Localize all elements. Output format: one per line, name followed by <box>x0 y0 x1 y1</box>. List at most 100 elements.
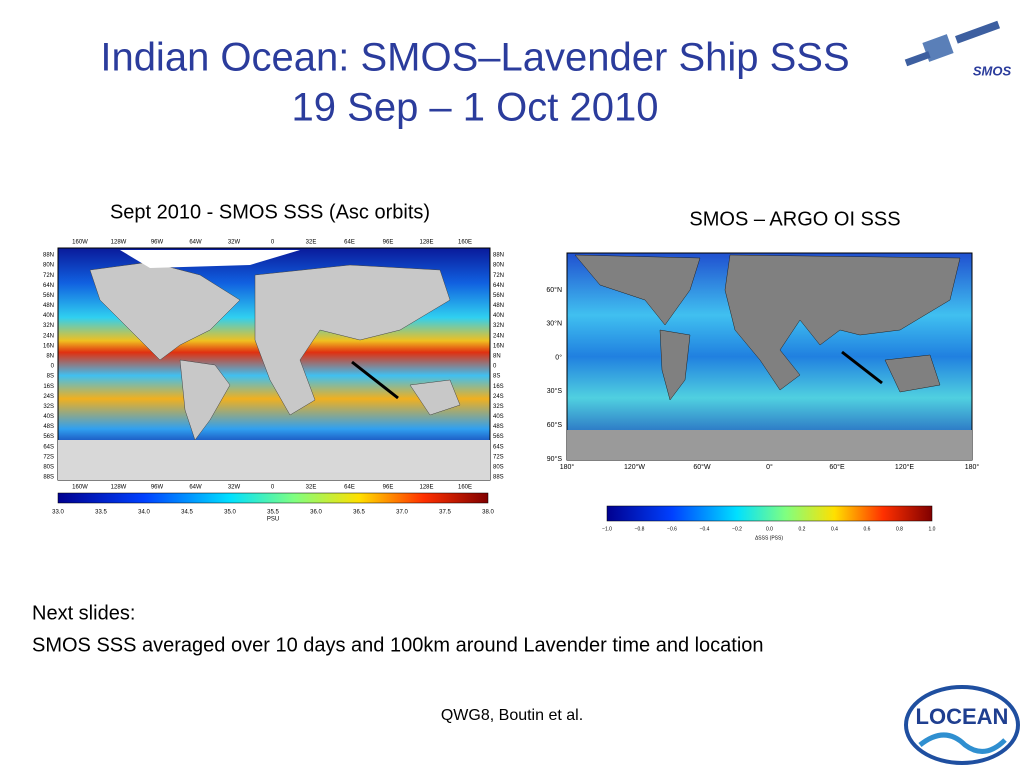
colorbar-label: −0.6 <box>667 526 677 532</box>
lat-label: 56S <box>43 434 54 440</box>
caption: Sept 2010 - SMOS SSS (Asc orbits) <box>110 201 430 223</box>
colorbar-label: 33.0 <box>52 510 64 516</box>
colorbar-label: 0.2 <box>799 526 806 532</box>
lat-label: 88S <box>43 475 54 481</box>
colorbar-label: 0.4 <box>831 526 838 532</box>
lat-label: 40S <box>43 414 54 420</box>
lat-label: 90°S <box>547 455 563 463</box>
lon-label: 64E <box>344 485 355 491</box>
lat-label: 72S <box>43 454 54 460</box>
lon-label: 96E <box>383 240 394 246</box>
logo-text: SMOS <box>973 63 1012 78</box>
lon-label: 160E <box>458 240 472 246</box>
lon-label: 0 <box>271 485 275 491</box>
lat-label: 30°N <box>546 320 562 328</box>
locean-logo: LOCEAN <box>904 685 1020 765</box>
lat-label: 8S <box>47 374 54 380</box>
colorbar <box>606 505 933 522</box>
colorbar-label: 35.0 <box>224 510 236 516</box>
lat-label: 88N <box>43 253 54 259</box>
lat-label: 16S <box>43 384 54 390</box>
lat-label: 60°N <box>546 286 562 294</box>
logo-text: LOCEAN <box>916 704 1009 729</box>
lon-label: 32E <box>306 485 317 491</box>
lon-label: 96W <box>151 240 164 246</box>
colorbar-label: −0.4 <box>700 526 710 532</box>
colorbar-unit: ΔSSS (PSS) <box>755 535 783 541</box>
colorbar-label: −1.0 <box>602 526 612 532</box>
lat-label: 80S <box>493 464 504 470</box>
colorbar-label: 33.5 <box>95 510 107 516</box>
lon-label: 0° <box>766 463 773 471</box>
lon-label: 60°E <box>829 463 845 471</box>
lon-label: 32W <box>228 240 241 246</box>
lat-label: 40N <box>493 313 504 319</box>
lat-label: 30°S <box>547 387 563 395</box>
colorbar-label: 0.6 <box>864 526 871 532</box>
lat-label: 8N <box>46 353 54 359</box>
note: Next slides: <box>32 602 135 624</box>
colorbar <box>57 492 489 504</box>
colorbar-label: 1.0 <box>929 526 936 532</box>
lon-label: 32E <box>306 240 317 246</box>
lat-label: 40N <box>43 313 54 319</box>
lat-label: 64N <box>493 283 504 289</box>
lon-label: 120°E <box>895 463 914 471</box>
lon-label: 180° <box>965 463 980 471</box>
colorbar-label: 0.8 <box>896 526 903 532</box>
lat-label: 0° <box>555 353 562 361</box>
lat-label: 56N <box>43 293 54 299</box>
lat-label: 60°S <box>547 421 563 429</box>
lat-label: 32S <box>43 404 54 410</box>
lat-label: 32N <box>43 323 54 329</box>
note: SMOS SSS averaged over 10 days and 100km… <box>32 634 764 656</box>
lon-label: 96W <box>151 485 164 491</box>
lon-label: 64W <box>189 485 202 491</box>
lon-label: 120°W <box>624 463 645 471</box>
lat-label: 64S <box>493 444 504 450</box>
lat-label: 48N <box>493 303 504 309</box>
lon-label: 128E <box>419 240 433 246</box>
lon-label: 128W <box>111 240 127 246</box>
lat-label: 48S <box>43 424 54 430</box>
diff-map <box>566 252 973 461</box>
lat-label: 88N <box>493 253 504 259</box>
lat-label: 0 <box>493 364 497 370</box>
lat-label: 80S <box>43 464 54 470</box>
lat-label: 8S <box>493 374 500 380</box>
lon-label: 32W <box>228 485 241 491</box>
lat-label: 32N <box>493 323 504 329</box>
sss-map <box>57 247 491 481</box>
lat-label: 16N <box>43 343 54 349</box>
lat-label: 72N <box>493 273 504 279</box>
lat-label: 16N <box>493 343 504 349</box>
lat-label: 24N <box>493 333 504 339</box>
lon-label: 64W <box>189 240 202 246</box>
lat-label: 24N <box>43 333 54 339</box>
colorbar-label: 36.0 <box>310 510 322 516</box>
lon-label: 160W <box>72 240 88 246</box>
colorbar-label: −0.2 <box>732 526 742 532</box>
colorbar-label: 36.5 <box>353 510 365 516</box>
lon-label: 160W <box>72 485 88 491</box>
lat-label: 64N <box>43 283 54 289</box>
lat-label: 24S <box>43 394 54 400</box>
lon-label: 160E <box>458 485 472 491</box>
title: Indian Ocean: SMOS–Lavender Ship SSS <box>100 36 849 80</box>
lon-label: 128E <box>419 485 433 491</box>
lon-label: 60°W <box>693 463 711 471</box>
colorbar-label: 35.5 <box>267 510 279 516</box>
lon-label: 128W <box>111 485 127 491</box>
lon-label: 96E <box>383 485 394 491</box>
lat-label: 64S <box>43 444 54 450</box>
lat-label: 88S <box>493 475 504 481</box>
lat-label: 32S <box>493 404 504 410</box>
colorbar-label: 34.5 <box>181 510 193 516</box>
lat-label: 72S <box>493 454 504 460</box>
lon-label: 64E <box>344 240 355 246</box>
caption: SMOS – ARGO OI SSS <box>689 208 900 230</box>
colorbar-label: 34.0 <box>138 510 150 516</box>
lon-label: 0 <box>271 240 275 246</box>
colorbar-label: 37.0 <box>396 510 408 516</box>
